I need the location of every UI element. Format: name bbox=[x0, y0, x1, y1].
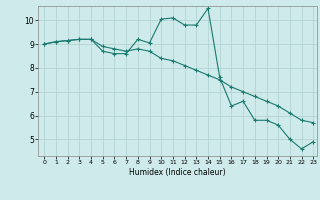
X-axis label: Humidex (Indice chaleur): Humidex (Indice chaleur) bbox=[129, 168, 226, 177]
